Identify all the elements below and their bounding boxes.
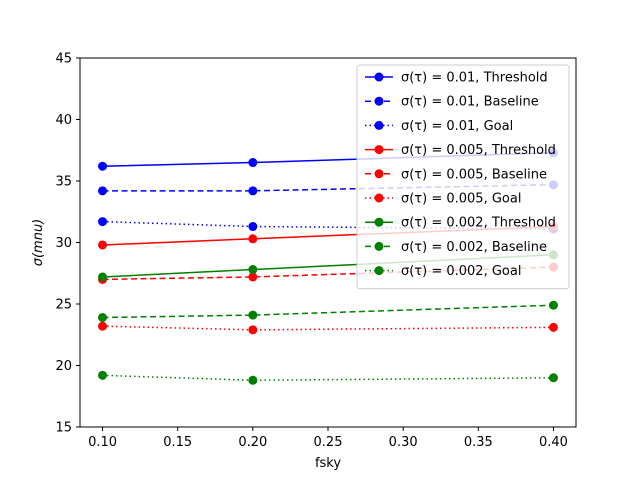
- data-point-0-0: [98, 161, 108, 171]
- data-point-5-0: [98, 321, 108, 331]
- data-point-8-0: [98, 370, 108, 380]
- data-point-3-0: [98, 240, 108, 250]
- data-point-6-1: [248, 265, 258, 275]
- legend-label-6: σ(τ) = 0.002, Threshold: [401, 216, 556, 231]
- series-layer: [98, 148, 558, 385]
- legend-box: [356, 64, 570, 290]
- legend-entry-3: σ(τ) = 0.005, Threshold: [365, 143, 556, 158]
- data-point-1-0: [98, 186, 108, 196]
- series-8: [98, 370, 558, 385]
- series-line-2: [102, 220, 554, 230]
- legend-label-0: σ(τ) = 0.01, Threshold: [401, 71, 548, 86]
- y-axis-label: σ(mnu): [31, 219, 46, 267]
- x-tick-label-4: 0.30: [389, 435, 418, 450]
- legend-marker-0: [374, 72, 384, 82]
- legend-marker-3: [374, 145, 384, 155]
- y-tick-label-2: 25: [55, 298, 72, 313]
- series-line-7: [102, 304, 554, 319]
- x-tick-label-1: 0.15: [163, 435, 192, 450]
- legend: σ(τ) = 0.01, Threshold σ(τ) = 0.01, Basel…: [356, 64, 570, 290]
- data-point-1-1: [248, 186, 258, 196]
- data-point-2-0: [98, 217, 108, 227]
- legend-marker-2: [374, 120, 384, 130]
- data-point-8-2: [548, 373, 558, 383]
- series-line-1: [102, 183, 554, 192]
- data-point-4-1: [248, 272, 258, 282]
- legend-marker-8: [374, 266, 384, 276]
- y-tick-label-0: 15: [55, 421, 72, 436]
- series-line-5: [102, 325, 554, 331]
- legend-entry-4: σ(τ) = 0.005, Baseline: [365, 167, 547, 182]
- legend-entry-6: σ(τ) = 0.002, Threshold: [365, 216, 556, 231]
- data-point-7-1: [248, 310, 258, 320]
- y-tick-label-5: 40: [55, 113, 72, 128]
- legend-entry-5: σ(τ) = 0.005, Goal: [365, 192, 521, 207]
- data-point-5-1: [248, 325, 258, 335]
- legend-entry-7: σ(τ) = 0.002, Baseline: [365, 240, 547, 255]
- legend-label-8: σ(τ) = 0.002, Goal: [401, 264, 521, 279]
- legend-label-3: σ(τ) = 0.005, Threshold: [401, 143, 556, 158]
- legend-label-7: σ(τ) = 0.002, Baseline: [401, 240, 547, 255]
- data-point-0-1: [248, 158, 258, 168]
- data-point-3-1: [248, 234, 258, 244]
- data-point-6-0: [98, 272, 108, 282]
- x-tick-label-3: 0.25: [314, 435, 343, 450]
- axes-layer: 0.10 0.15 0.20 0.25 0.30 0.35 0.40 15 20 25 30 35 40…: [55, 52, 577, 450]
- legend-marker-7: [374, 241, 384, 251]
- data-point-7-2: [548, 300, 558, 310]
- series-line-4: [102, 266, 554, 281]
- y-tick-label-6: 45: [55, 52, 72, 67]
- data-point-5-2: [548, 322, 558, 332]
- data-point-8-1: [248, 375, 258, 385]
- legend-marker-1: [374, 96, 384, 106]
- legend-marker-6: [374, 217, 384, 227]
- x-tick-label-6: 0.40: [539, 435, 568, 450]
- legend-entry-0: σ(τ) = 0.01, Threshold: [365, 71, 548, 86]
- y-tick-label-1: 20: [55, 359, 72, 374]
- legend-entry-8: σ(τ) = 0.002, Goal: [365, 264, 521, 279]
- legend-marker-4: [374, 169, 384, 179]
- legend-label-5: σ(τ) = 0.005, Goal: [401, 192, 521, 207]
- x-axis-label: fsky: [315, 456, 341, 471]
- x-tick-label-2: 0.20: [238, 435, 267, 450]
- y-tick-label-3: 30: [55, 236, 72, 251]
- series-line-8: [102, 374, 554, 382]
- legend-entry-1: σ(τ) = 0.01, Baseline: [365, 95, 539, 110]
- data-point-7-0: [98, 313, 108, 323]
- series-7: [98, 300, 558, 323]
- legend-entry-2: σ(τ) = 0.01, Goal: [365, 119, 513, 134]
- y-tick-label-4: 35: [55, 175, 72, 190]
- x-tick-label-5: 0.35: [464, 435, 493, 450]
- legend-marker-5: [374, 193, 384, 203]
- data-point-2-1: [248, 222, 258, 232]
- legend-label-4: σ(τ) = 0.005, Baseline: [401, 167, 547, 182]
- series-5: [98, 321, 558, 335]
- legend-label-2: σ(τ) = 0.01, Goal: [401, 119, 513, 134]
- legend-label-1: σ(τ) = 0.01, Baseline: [401, 95, 539, 110]
- x-tick-label-0: 0.10: [88, 435, 117, 450]
